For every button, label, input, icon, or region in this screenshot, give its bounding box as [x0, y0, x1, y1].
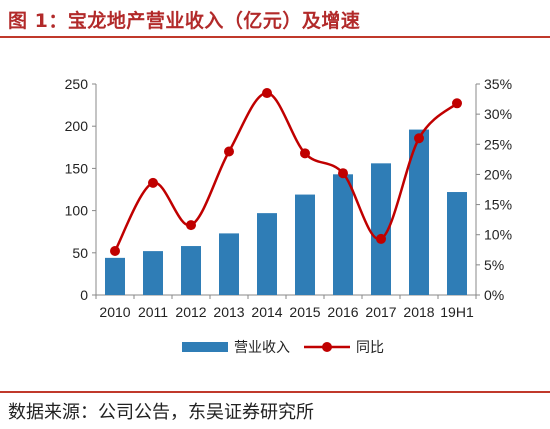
x-tick-label: 2014 [251, 304, 282, 320]
title-divider [0, 36, 550, 38]
yoy-growth-point [300, 148, 310, 159]
yoy-growth-point [224, 146, 234, 157]
yoy-growth-point [186, 220, 196, 231]
right-tick-label: 15% [484, 197, 512, 213]
right-tick-label: 30% [484, 106, 512, 122]
chart-title: 图 1：宝龙地产营业收入（亿元）及增速 [8, 10, 361, 32]
revenue-bar [295, 194, 315, 295]
x-tick-label: 2013 [213, 304, 244, 320]
left-tick-label: 250 [65, 76, 89, 92]
left-tick-label: 0 [80, 287, 88, 303]
right-tick-label: 20% [484, 166, 512, 182]
revenue-bar [143, 251, 163, 295]
x-tick-label: 2017 [365, 304, 396, 320]
yoy-growth-point [452, 98, 462, 109]
x-tick-label: 2015 [289, 304, 320, 320]
revenue-bar [257, 213, 277, 295]
x-tick-label: 2012 [175, 304, 206, 320]
legend-marker-yoy [322, 342, 332, 352]
yoy-growth-line [113, 91, 458, 252]
x-tick-label: 2011 [138, 304, 168, 320]
yoy-growth-point [338, 168, 348, 179]
yoy-growth-point [376, 233, 386, 244]
revenue-bar [105, 257, 125, 295]
left-tick-label: 50 [72, 245, 88, 261]
yoy-growth-point [262, 88, 272, 99]
revenue-bar [181, 246, 201, 295]
left-tick-label: 150 [65, 160, 89, 176]
source-divider [0, 391, 550, 393]
revenue-bar [371, 163, 391, 295]
revenue-bar [219, 233, 239, 295]
x-tick-label: 2016 [327, 304, 358, 320]
revenue-bar [447, 192, 467, 295]
data-source: 数据来源：公司公告，东吴证券研究所 [8, 402, 314, 423]
x-tick-label: 2010 [99, 304, 130, 320]
left-tick-label: 200 [65, 118, 89, 134]
right-tick-label: 35% [484, 76, 512, 92]
legend-swatch-revenue [182, 342, 228, 352]
right-tick-label: 25% [484, 136, 512, 152]
x-tick-label: 2018 [403, 304, 434, 320]
right-tick-label: 5% [484, 257, 504, 273]
left-tick-label: 100 [65, 203, 89, 219]
yoy-growth-point [110, 245, 120, 256]
legend-label-revenue: 营业收入 [234, 340, 290, 356]
revenue-bar [409, 129, 429, 295]
revenue-bar [333, 174, 353, 295]
yoy-growth-point [148, 177, 158, 188]
legend-label-yoy: 同比 [356, 340, 384, 356]
yoy-growth-point [414, 133, 424, 144]
right-tick-label: 10% [484, 227, 512, 243]
x-tick-label: 19H1 [440, 304, 474, 320]
right-tick-label: 0% [484, 287, 504, 303]
